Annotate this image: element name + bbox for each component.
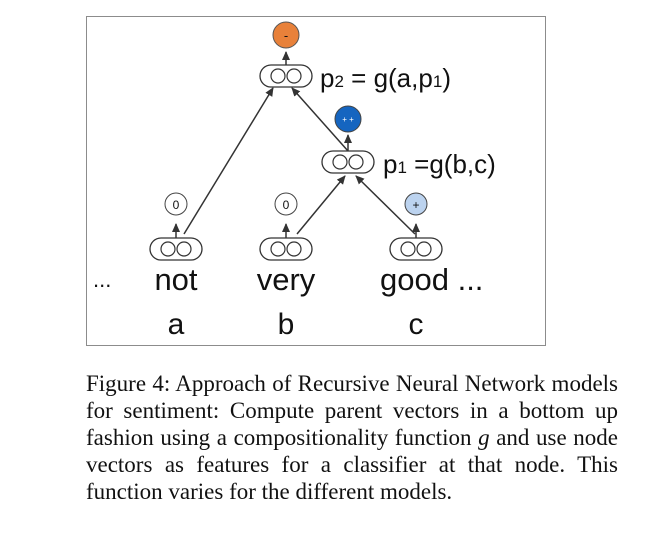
svg-text:+: + — [412, 198, 419, 212]
vector-node-good — [389, 237, 443, 261]
word-not: not — [154, 262, 197, 297]
sentiment-circle-p1: + + — [334, 105, 362, 133]
parent1-label: p1 =g(b,c) — [383, 149, 496, 179]
word-good: good ... — [380, 262, 483, 297]
edge-not-to-p2 — [183, 87, 274, 235]
leading-ellipsis: ... — [93, 267, 111, 292]
figure-caption: Figure 4: Approach of Recursive Neural N… — [86, 370, 618, 505]
var-b: b — [278, 308, 295, 341]
var-a: a — [168, 308, 185, 341]
sentiment-circle-p2: - — [272, 21, 300, 49]
svg-text:0: 0 — [283, 198, 290, 212]
vector-node-p1 — [321, 150, 375, 174]
word-very: very — [257, 262, 316, 297]
edge-very-to-p1 — [296, 175, 346, 235]
sentiment-circle-good: + — [404, 192, 428, 216]
edge-p1-to-p2 — [291, 87, 349, 152]
caption-suffix: and use node vectors as features for a c… — [86, 425, 618, 504]
figure-panel: - + + 0 0 + p2 = g(a,p — [86, 16, 546, 346]
sentiment-circle-not: 0 — [164, 192, 188, 216]
edge-good-to-p1 — [355, 175, 416, 235]
vector-node-not — [149, 237, 203, 261]
figure-border — [86, 16, 546, 346]
svg-text:+ +: + + — [342, 115, 354, 124]
var-c: c — [409, 308, 424, 341]
caption-var-g: g — [478, 425, 490, 450]
vector-node-very — [259, 237, 313, 261]
rnn-tree-diagram: - + + 0 0 + p2 = g(a,p — [86, 16, 546, 346]
svg-text:0: 0 — [173, 198, 180, 212]
caption-prefix: Figure 4: Approach of Recursive Neural N… — [86, 371, 618, 450]
vector-node-p2 — [259, 64, 313, 88]
sentiment-circle-very: 0 — [274, 192, 298, 216]
svg-text:-: - — [284, 28, 288, 43]
parent2-label: p2 = g(a,p1) — [320, 63, 451, 93]
